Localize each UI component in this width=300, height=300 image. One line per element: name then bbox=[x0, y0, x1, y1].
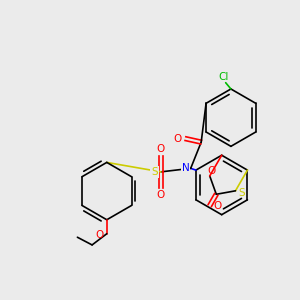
Text: O: O bbox=[157, 144, 165, 154]
Text: O: O bbox=[213, 201, 221, 211]
Text: O: O bbox=[207, 166, 216, 176]
Text: N: N bbox=[182, 164, 189, 173]
Text: O: O bbox=[95, 230, 103, 241]
Text: O: O bbox=[174, 134, 182, 144]
Text: Cl: Cl bbox=[219, 72, 229, 82]
Text: S: S bbox=[238, 188, 245, 198]
Text: S: S bbox=[152, 167, 158, 177]
Text: O: O bbox=[157, 190, 165, 200]
